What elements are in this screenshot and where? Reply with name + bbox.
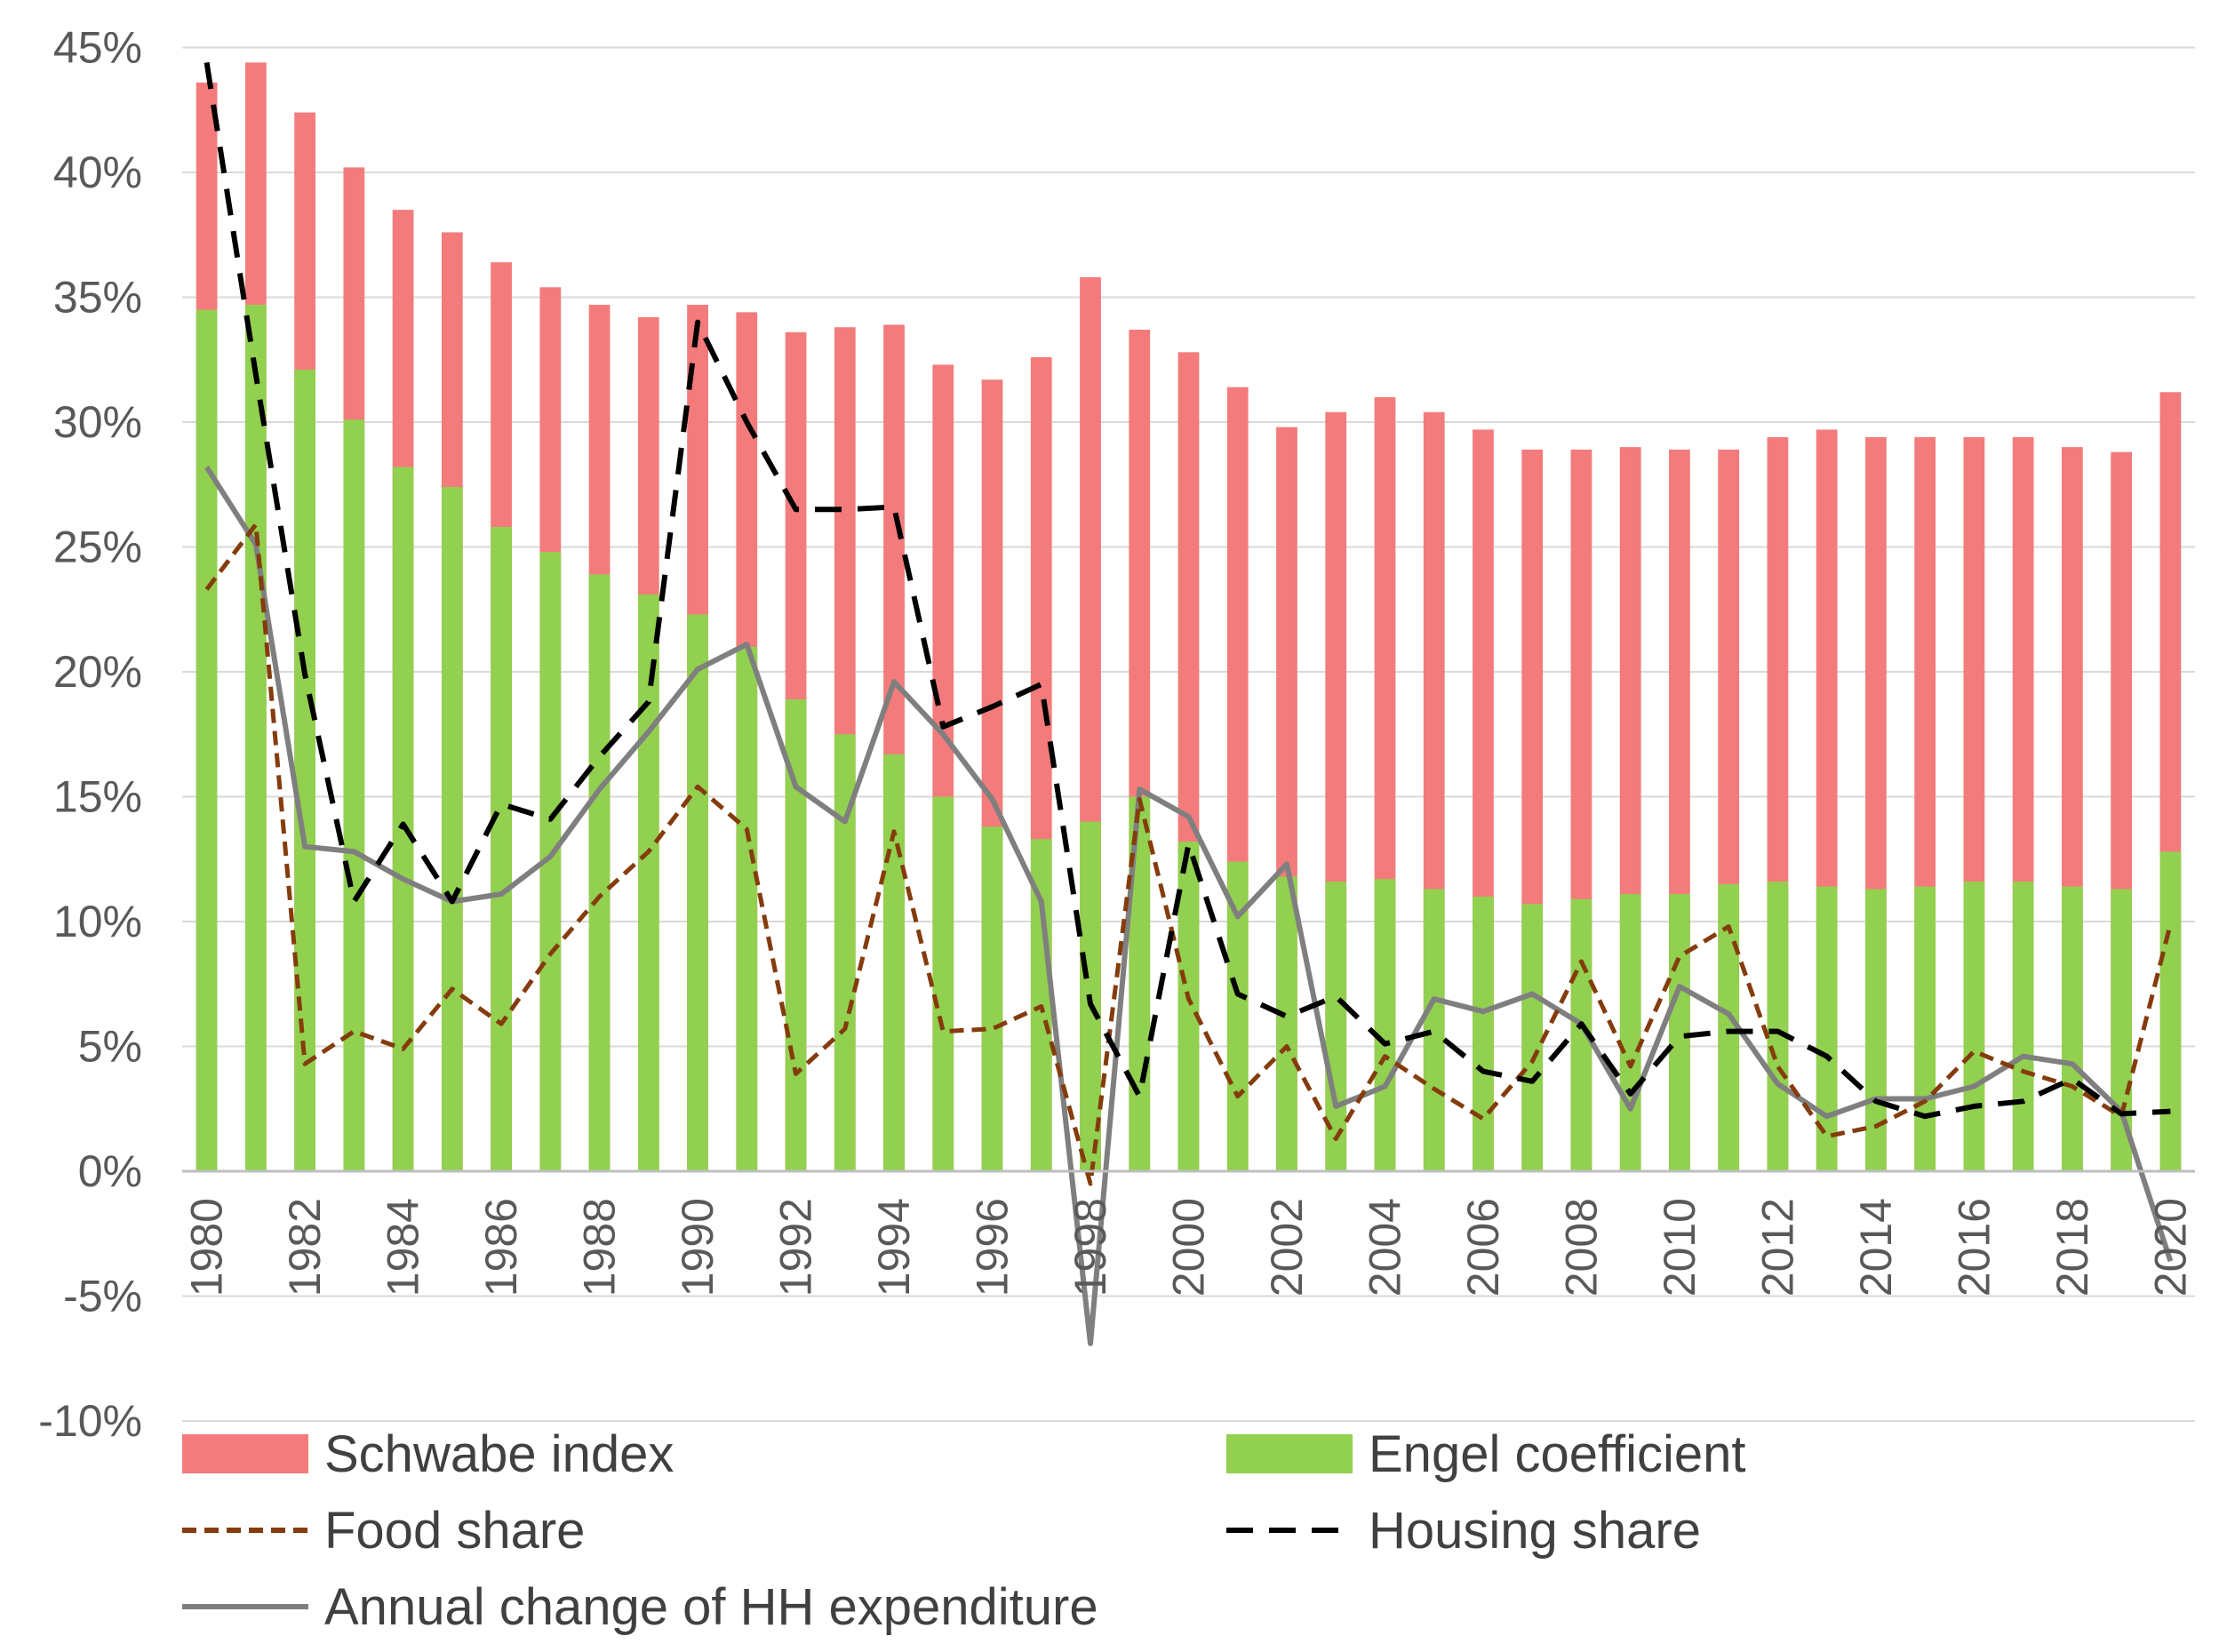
- bar-engel-coefficient-2015: [1914, 886, 1936, 1171]
- x-tick-label: 1992: [771, 1198, 821, 1297]
- y-tick-label: 30%: [53, 397, 142, 447]
- y-tick-label: -10%: [38, 1396, 142, 1446]
- y-tick-label: 5%: [78, 1022, 142, 1072]
- bar-engel-coefficient-2000: [1177, 842, 1200, 1171]
- x-tick-label: 2018: [2047, 1198, 2097, 1297]
- bar-engel-coefficient-1990: [687, 614, 708, 1171]
- y-tick-label: -5%: [63, 1272, 142, 1321]
- x-tick-label: 1994: [869, 1198, 919, 1297]
- x-tick-label: 2010: [1655, 1198, 1704, 1297]
- x-tick-label: 2000: [1164, 1198, 1214, 1297]
- bar-engel-coefficient-2013: [1816, 886, 1838, 1171]
- bar-engel-coefficient-1987: [539, 552, 562, 1171]
- bar-engel-coefficient-2012: [1767, 882, 1789, 1171]
- bar-engel-coefficient-1985: [441, 487, 463, 1171]
- legend-swatch: [1226, 1434, 1353, 1473]
- axes: -10% -5% 0% 5% 10% 15% 20% 25% 30% 35% 40% 45% 1980 1…: [38, 23, 2195, 1447]
- bar-engel-coefficient-2011: [1718, 883, 1740, 1171]
- bar-engel-coefficient-1996: [981, 826, 1003, 1171]
- legend-label: Housing share: [1369, 1502, 1701, 1560]
- bar-engel-coefficient-1994: [883, 754, 905, 1171]
- x-tick-label: 1986: [476, 1198, 526, 1297]
- legend-item-schwabe-index: Schwabe index: [182, 1425, 674, 1483]
- legend: Schwabe index Engel coefficient Food share…: [182, 1425, 1746, 1636]
- y-tick-label: 10%: [53, 897, 142, 946]
- bar-engel-coefficient-2002: [1276, 876, 1297, 1171]
- x-tick-label: 2014: [1851, 1198, 1901, 1297]
- bar-engel-coefficient-2003: [1325, 882, 1347, 1171]
- bar-engel-coefficient-1981: [244, 304, 267, 1171]
- legend-swatch: [182, 1434, 308, 1473]
- x-tick-label: 2006: [1458, 1198, 1508, 1297]
- y-tick-label: 0%: [78, 1146, 142, 1196]
- bar-engel-coefficient-1986: [491, 527, 512, 1171]
- bar-engel-coefficient-1982: [294, 369, 315, 1171]
- x-tick-label: 1998: [1066, 1198, 1115, 1297]
- bar-engel-coefficient-2005: [1423, 889, 1445, 1171]
- bar-engel-coefficient-2016: [1963, 882, 1985, 1171]
- x-tick-label: 1984: [379, 1198, 428, 1297]
- y-tick-label: 20%: [53, 647, 142, 697]
- line-housing-share: [204, 61, 2171, 1120]
- x-tick-label: 2012: [1752, 1198, 1802, 1297]
- bar-engel-coefficient-1991: [736, 646, 758, 1171]
- legend-item-annual-change-of-hh-expenditure: Annual change of HH expenditure: [182, 1578, 1098, 1636]
- bar-engel-coefficient-1984: [392, 467, 414, 1171]
- y-tick-label: 15%: [53, 772, 142, 822]
- x-tick-label: 1982: [280, 1198, 330, 1297]
- x-tick-label: 2008: [1556, 1198, 1606, 1297]
- y-tick-label: 35%: [53, 273, 142, 323]
- bar-engel-coefficient-1983: [343, 419, 365, 1171]
- x-tick-label: 1980: [182, 1198, 232, 1297]
- legend-item-engel-coefficient: Engel coefficient: [1226, 1425, 1746, 1483]
- x-tick-label: 2020: [2145, 1198, 2195, 1297]
- legend-label: Engel coefficient: [1369, 1425, 1746, 1483]
- bar-engel-coefficient-2008: [1570, 898, 1592, 1171]
- y-tick-label: 25%: [53, 523, 142, 572]
- line-annual-change-of-hh-expenditure: [204, 465, 2174, 1346]
- bar-engel-coefficient-2018: [2062, 886, 2083, 1171]
- bar-engel-coefficient-1993: [834, 734, 856, 1171]
- x-tick-label: 2004: [1360, 1198, 1409, 1297]
- bar-engel-coefficient-2020: [2159, 851, 2182, 1171]
- bar-engel-coefficient-2019: [2111, 889, 2133, 1171]
- legend-label: Schwabe index: [324, 1425, 674, 1483]
- bar-engel-coefficient-1995: [932, 796, 954, 1171]
- lines: [204, 61, 2174, 1346]
- x-tick-label: 1990: [673, 1198, 722, 1297]
- x-tick-label: 1996: [968, 1198, 1018, 1297]
- legend-label: Food share: [324, 1502, 585, 1560]
- legend-label: Annual change of HH expenditure: [324, 1578, 1098, 1636]
- y-tick-label: 40%: [53, 148, 142, 197]
- bar-engel-coefficient-1988: [588, 574, 611, 1171]
- y-tick-label: 45%: [53, 23, 142, 73]
- x-tick-label: 2016: [1949, 1198, 1999, 1297]
- legend-item-housing-share: Housing share: [1226, 1502, 1701, 1560]
- x-tick-label: 1988: [575, 1198, 625, 1297]
- line-food-share: [204, 522, 2173, 1186]
- bar-engel-coefficient-2006: [1473, 896, 1494, 1171]
- bar-engel-coefficient-2014: [1865, 889, 1887, 1171]
- bar-engel-coefficient-1980: [196, 309, 218, 1171]
- x-tick-label: 2002: [1262, 1198, 1312, 1297]
- bar-engel-coefficient-2009: [1619, 894, 1641, 1171]
- bar-engel-coefficient-2007: [1521, 904, 1544, 1171]
- bar-engel-coefficient-2017: [2012, 882, 2034, 1171]
- bars: [196, 62, 2182, 1172]
- bar-engel-coefficient-2010: [1669, 894, 1690, 1171]
- bar-engel-coefficient-2004: [1374, 879, 1396, 1171]
- legend-item-food-share: Food share: [182, 1502, 585, 1560]
